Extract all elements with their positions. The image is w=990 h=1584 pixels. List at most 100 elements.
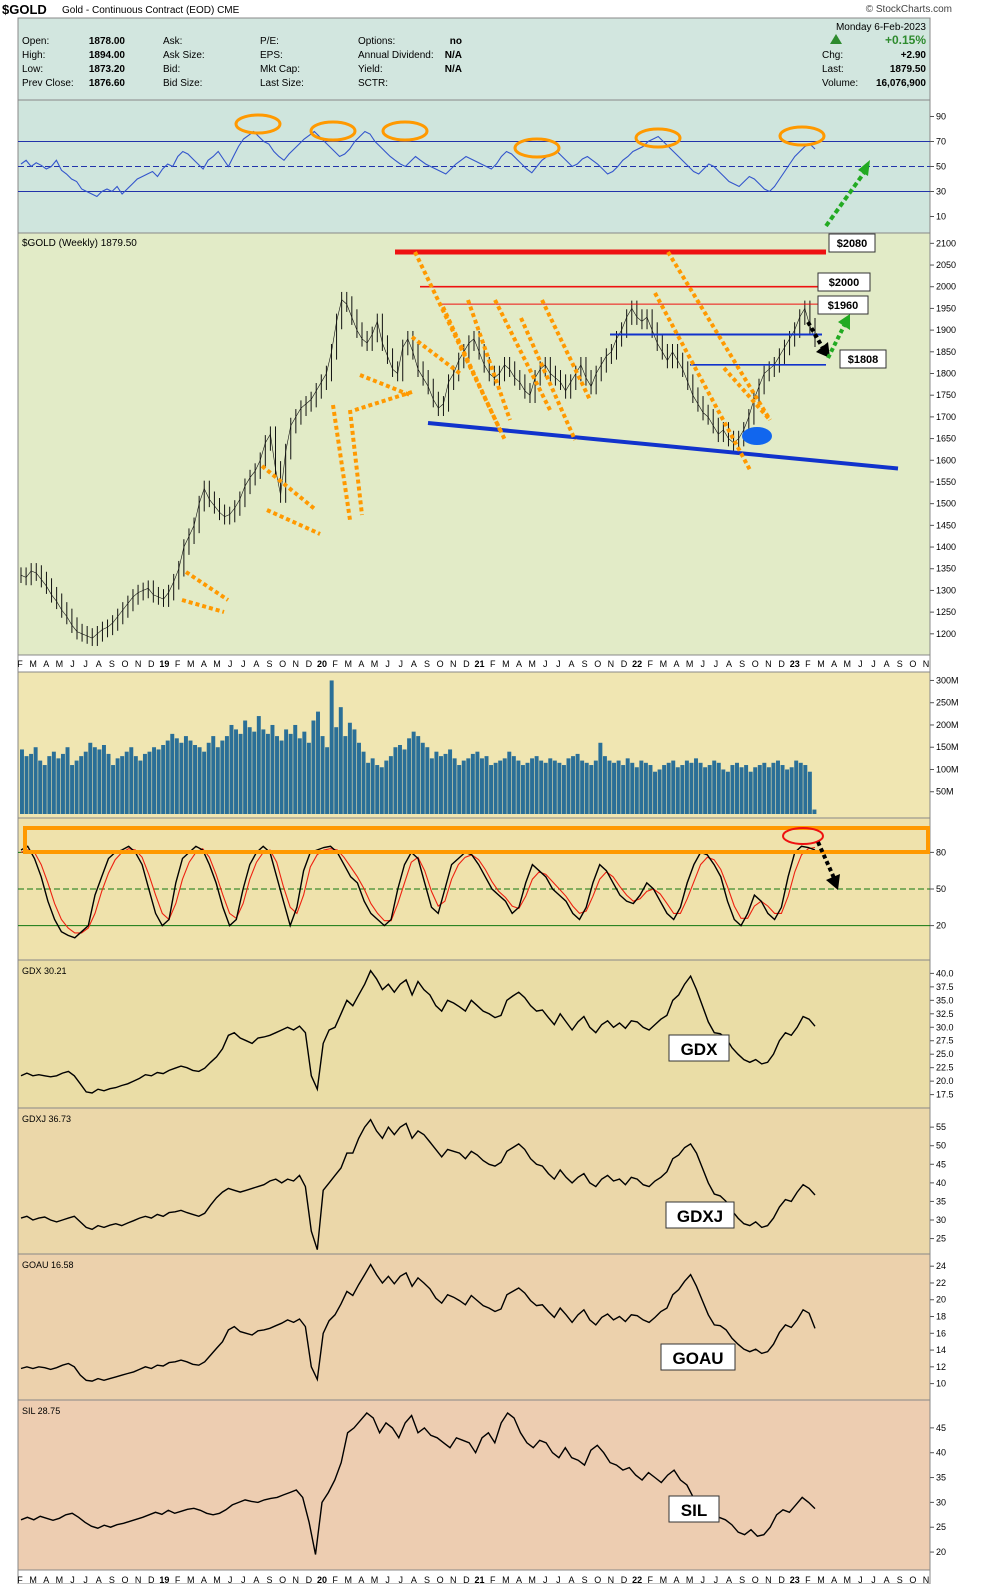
volume-bar [29,753,34,814]
volume-bar [51,751,56,814]
header-stat-label: EPS: [260,50,283,61]
x-tick-label: A [884,659,890,669]
x-tick-label: A [568,659,574,669]
x-tick-label: M [528,1575,536,1584]
x-tick-label: A [253,659,259,669]
header-stat-label: Low: [22,64,43,75]
x-tick-label: A [726,659,732,669]
orange-channel-line [260,464,318,512]
volume-bar [174,738,179,814]
rsi-line [20,130,816,198]
x-tick-label: D [621,1575,628,1584]
volume-bar [152,747,157,814]
volume-bar [229,724,234,814]
x-tick-label: M [29,1575,37,1584]
volume-bar [470,753,475,814]
volume-bar [675,767,680,814]
x-tick-label: S [109,1575,115,1584]
overbought-circle [234,113,282,135]
etf-label-box [660,1343,736,1371]
x-tick-label: J [714,1575,719,1584]
volume-bar [238,733,243,814]
y-tick-label: 1950 [936,303,956,313]
y-tick-label: 37.5 [936,982,954,992]
volume-bar [643,762,648,814]
volume-bar [24,756,29,814]
x-tick-label: A [568,1575,574,1584]
x-tick-label: M [187,659,195,669]
x-tick-label: M [345,659,353,669]
x-tick-label: N [450,1575,457,1584]
orange-channel-line [441,306,502,431]
orange-channel-line [466,299,512,421]
y-tick-label: 17.5 [936,1090,954,1100]
volume-bar [762,762,767,814]
x-tick-label: M [187,1575,195,1584]
y-tick-label: 25 [936,1522,946,1532]
volume-bar [502,758,507,814]
x-tick-label: A [201,659,207,669]
stoch-slow-line [20,846,816,934]
y-tick-label: 35 [936,1196,946,1206]
volume-bar [388,756,393,814]
volume-bar [557,762,562,814]
volume-bar [420,742,425,814]
volume-bar [484,756,489,814]
volume-bar [539,760,544,814]
x-tick-label: D [778,1575,785,1584]
volume-bar [357,742,361,814]
volume-bar [334,727,339,814]
volume-bar [461,760,466,814]
x-tick-label: A [43,659,49,669]
x-tick-label: S [897,659,903,669]
x-tick-label: 21 [475,659,485,669]
x-tick-label: A [516,659,522,669]
y-tick-label: 50 [936,1141,946,1151]
x-tick-label: J [556,659,561,669]
volume-bar [247,727,252,814]
price-annotation-label: $2080 [837,238,868,250]
x-tick-label: A [253,1575,259,1584]
header-stat-label: P/E: [260,36,279,47]
x-tick-label: N [135,659,142,669]
etf-panel-title: SIL 28.75 [22,1406,60,1416]
y-tick-label: 70 [936,137,946,147]
volume-bar [398,745,402,814]
volume-bar [261,729,266,814]
volume-bar [88,742,93,814]
orange-channel-line [653,292,752,471]
x-tick-label: O [752,1575,759,1584]
x-tick-label: S [739,1575,745,1584]
volume-bar [297,738,302,814]
volume-bar [607,760,612,814]
x-tick-label: M [29,659,37,669]
panel-gdxj [17,1107,931,1255]
volume-bar [489,765,494,814]
header-stat-label: SCTR: [358,78,388,89]
x-tick-label: N [292,659,299,669]
header-stat-value: N/A [445,50,462,61]
y-tick-label: 20 [936,921,946,931]
x-tick-label: J [714,659,719,669]
volume-bar [111,765,116,814]
volume-bar [707,765,712,814]
x-tick-label: F [648,659,654,669]
y-tick-label: 250M [936,698,959,708]
header-stat-value: 1876.60 [89,78,126,89]
y-tick-label: 45 [936,1423,946,1433]
y-tick-label: 40.0 [936,968,954,978]
x-tick-label: F [175,659,181,669]
x-tick-label: D [148,1575,155,1584]
volume-bar [602,756,607,814]
volume-bar [325,747,330,814]
x-tick-label: M [371,659,379,669]
description-text: Gold - Continuous Contract (EOD) [62,5,215,16]
x-tick-label: A [96,1575,102,1584]
x-tick-label: N [608,659,615,669]
volume-bar [493,762,498,814]
volume-bar [789,767,794,814]
price-annotation-label: $2000 [829,277,860,289]
x-tick-label: A [201,1575,207,1584]
bottom-marker-ellipse [742,427,772,445]
